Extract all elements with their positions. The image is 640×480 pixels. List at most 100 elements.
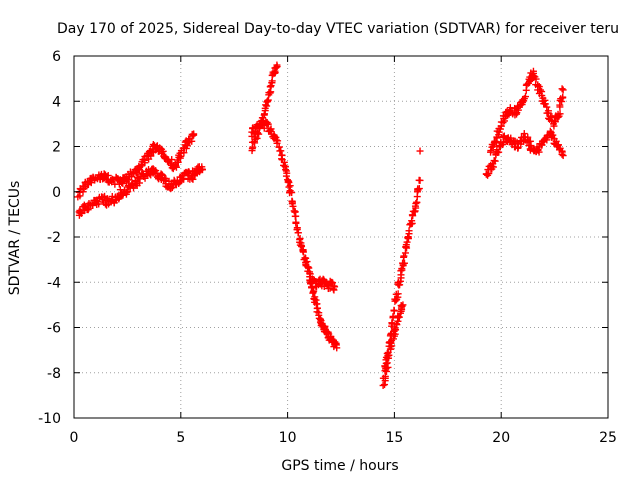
y-tick-label: -8 [47,366,61,382]
data-point [390,307,398,315]
data-point [395,313,403,321]
data-point [124,188,132,196]
data-point [190,131,198,139]
data-point [289,202,297,210]
data-point [104,171,112,179]
data-point [132,177,140,185]
data-point [559,86,567,94]
data-point [293,226,301,234]
data-point [499,119,507,127]
data-point [282,166,290,174]
x-tick-label: 0 [70,430,79,446]
data-point [556,103,564,111]
data-point [558,148,566,156]
data-point [398,302,406,310]
data-point [411,202,419,210]
data-point [513,138,521,146]
data-point [299,247,307,255]
data-point [522,93,530,101]
data-point [302,254,310,262]
data-point [198,165,206,173]
data-point [495,148,503,156]
x-tick-label: 15 [385,430,403,446]
data-point [535,83,543,91]
data-point [78,209,86,217]
data-points [74,61,567,389]
data-point [128,180,136,188]
data-point [558,85,566,93]
data-point [290,207,298,215]
data-point [549,131,557,139]
y-tick-label: -10 [38,411,61,427]
data-point [379,381,387,389]
data-point [89,201,97,209]
data-point [305,264,313,272]
data-point [168,184,176,192]
data-point [263,119,271,127]
data-point [141,156,149,164]
data-point [556,110,564,118]
data-point [329,279,337,287]
x-axis-label: GPS time / hours [281,458,398,474]
data-point [264,120,272,128]
data-point [309,289,317,297]
tick-labels: 0 5 10 15 20 25 -10 -8 -6 -4 -2 0 2 4 6 [38,49,617,446]
data-point [408,217,416,225]
data-point [514,106,522,114]
x-tick-label: 20 [492,430,510,446]
data-point [396,281,404,289]
data-point [500,117,508,125]
data-point [271,132,279,140]
data-point [543,103,551,111]
data-point [399,301,407,309]
data-point [76,192,84,200]
data-point [385,351,393,359]
data-point [128,170,136,178]
data-point [176,178,184,186]
y-tick-label: -4 [47,275,61,291]
data-point [487,148,495,156]
data-point [416,176,424,184]
data-point [416,147,424,155]
data-point [401,259,409,267]
data-point [536,86,544,94]
data-point [538,88,546,96]
data-point [497,122,505,130]
data-point [288,189,296,197]
x-tick-label: 25 [599,430,617,446]
data-point [291,212,299,220]
chart-title: Day 170 of 2025, Sidereal Day-to-day VTE… [57,21,619,37]
data-point [273,139,281,147]
data-point [393,321,401,329]
y-tick-label: -2 [47,230,61,246]
data-point [544,107,552,115]
y-tick-label: 4 [52,94,61,110]
y-tick-label: 0 [52,185,61,201]
data-point [311,295,319,303]
data-point [268,79,276,87]
data-point [273,61,281,69]
data-point [266,83,274,91]
data-point [167,185,175,193]
data-point [415,185,423,193]
data-point [401,249,409,257]
data-point [489,163,497,171]
data-point [184,171,192,179]
y-axis-label: SDTVAR / TECUs [7,181,23,296]
data-point [391,325,399,333]
data-point [297,241,305,249]
data-point [394,290,402,298]
data-point [292,219,300,227]
data-point [331,283,339,291]
data-point [384,363,392,371]
data-point [283,169,291,177]
data-point [172,163,180,171]
data-point [174,158,182,166]
data-point [414,186,422,194]
data-point [313,304,321,312]
axis-ticks [73,55,609,419]
data-point [400,252,408,260]
data-point [79,188,87,196]
